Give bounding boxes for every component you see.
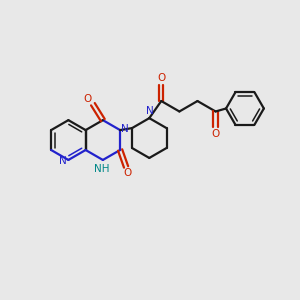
Text: O: O (84, 94, 92, 104)
Text: N: N (58, 156, 66, 166)
Text: O: O (157, 73, 165, 83)
Text: NH: NH (94, 164, 110, 174)
Text: O: O (212, 129, 220, 140)
Text: O: O (123, 168, 131, 178)
Text: N: N (146, 106, 154, 116)
Text: N: N (121, 124, 129, 134)
